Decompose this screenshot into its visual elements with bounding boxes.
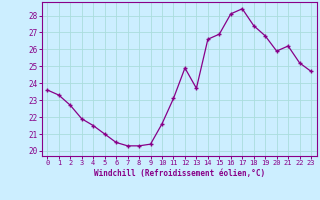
X-axis label: Windchill (Refroidissement éolien,°C): Windchill (Refroidissement éolien,°C) (94, 169, 265, 178)
